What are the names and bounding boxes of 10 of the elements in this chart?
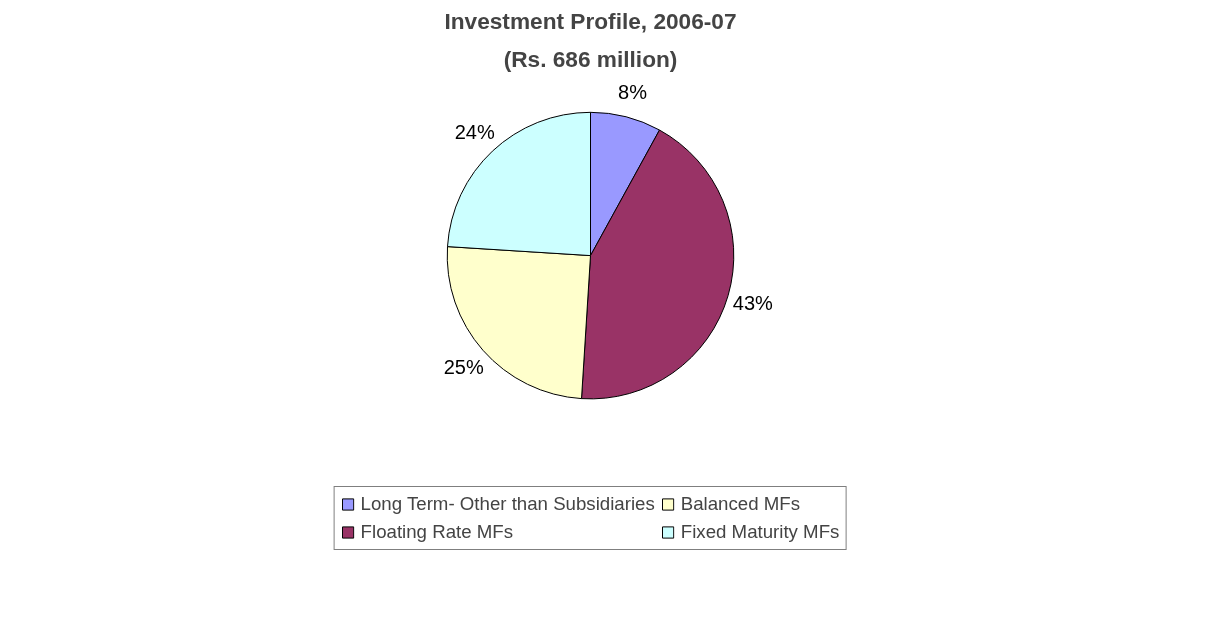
- data-label: 43%: [732, 291, 774, 314]
- chart-title: Investment Profile, 2006-07: [444, 7, 737, 34]
- legend-label: Floating Rate MFs: [360, 521, 514, 543]
- legend-label: Balanced MFs: [680, 493, 801, 515]
- chart-subtitle: (Rs. 686 million): [503, 45, 678, 72]
- data-label: 8%: [618, 80, 648, 103]
- legend-label: Fixed Maturity MFs: [680, 521, 840, 543]
- legend-label: Long Term- Other than Subsidiaries: [360, 493, 655, 515]
- data-label: 24%: [454, 121, 495, 144]
- data-label: 25%: [443, 356, 484, 379]
